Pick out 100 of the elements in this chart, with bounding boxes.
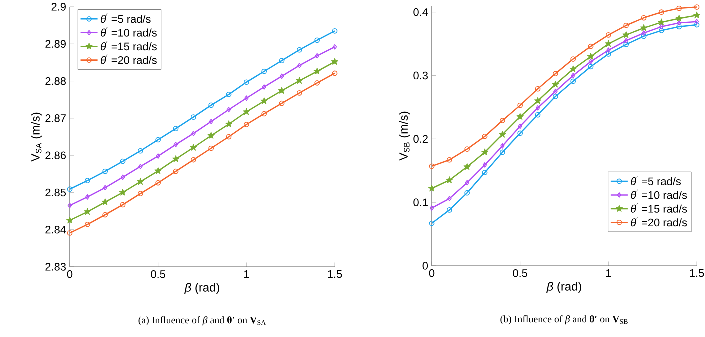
point xyxy=(190,114,196,120)
point xyxy=(677,20,682,26)
point xyxy=(552,71,558,77)
point xyxy=(279,100,285,106)
legend-label: θ$^{′}$ =20 rad/s xyxy=(631,217,688,227)
point xyxy=(428,184,436,192)
point xyxy=(552,80,560,88)
y-tick-label: 0.4 xyxy=(414,8,428,16)
legend-label: θ$^{′}$ =15 rad/s xyxy=(631,204,688,213)
point xyxy=(156,154,160,160)
point xyxy=(84,178,90,184)
point xyxy=(315,53,320,59)
point xyxy=(226,92,232,98)
point xyxy=(208,102,214,108)
point xyxy=(244,80,250,86)
text: (b) Influence of β and θ′ on V$_{SB}$ xyxy=(500,316,628,325)
point xyxy=(642,30,646,36)
point xyxy=(660,24,664,30)
point xyxy=(190,157,196,163)
point xyxy=(173,168,179,174)
point xyxy=(260,98,268,104)
point xyxy=(536,105,540,111)
point xyxy=(296,47,302,53)
point xyxy=(120,202,126,208)
text: (a) Influence of β and θ′ on V$_{SA}$ xyxy=(138,316,266,326)
point xyxy=(137,178,144,186)
point xyxy=(208,146,214,152)
point xyxy=(262,84,266,90)
point xyxy=(314,38,320,44)
point xyxy=(552,94,558,100)
point xyxy=(605,40,612,48)
point xyxy=(84,222,90,228)
y-tick-label: 2.84 xyxy=(46,226,66,234)
point xyxy=(138,191,144,197)
point xyxy=(103,185,108,191)
point xyxy=(606,32,612,38)
point xyxy=(624,22,630,28)
point xyxy=(500,118,506,124)
point xyxy=(446,157,452,163)
y-tick-label: 2.83 xyxy=(46,263,66,271)
x-tick-label: 0.5 xyxy=(513,270,528,278)
legend-label: θ$^{′}$ =5 rad/s xyxy=(631,176,682,186)
y-tick-label: 2.86 xyxy=(46,152,66,160)
point xyxy=(174,142,178,148)
point xyxy=(102,198,109,206)
point xyxy=(120,158,126,164)
point xyxy=(571,73,576,78)
legend-label: θ$^{′}$ =20 rad/s xyxy=(100,54,157,64)
point xyxy=(570,56,576,62)
point xyxy=(86,194,90,200)
point xyxy=(280,74,284,80)
point xyxy=(535,112,541,118)
point xyxy=(518,124,522,130)
point xyxy=(262,68,268,74)
point xyxy=(465,180,470,186)
point xyxy=(481,148,489,156)
point xyxy=(535,86,541,92)
point xyxy=(534,97,542,104)
x-tick-label: 0.5 xyxy=(151,270,166,278)
point xyxy=(226,134,232,140)
point xyxy=(588,64,594,70)
point xyxy=(208,132,215,140)
point xyxy=(641,15,647,21)
legend-label: θ$^{′}$ =5 rad/s xyxy=(100,14,151,24)
point xyxy=(518,102,524,108)
point xyxy=(500,150,506,156)
point xyxy=(641,34,647,40)
point xyxy=(209,119,214,124)
point xyxy=(243,108,250,116)
point xyxy=(658,10,664,16)
y-tick-label: 2.89 xyxy=(46,40,66,48)
point xyxy=(244,122,250,128)
point xyxy=(587,52,595,60)
point xyxy=(173,126,179,132)
point xyxy=(156,137,162,143)
point xyxy=(278,87,286,94)
y-tick-label: 0.2 xyxy=(414,135,428,144)
point xyxy=(516,113,524,120)
x-axis-title: β (rad) xyxy=(184,283,220,294)
point xyxy=(499,130,506,138)
point xyxy=(482,170,488,176)
x-tick-label: 0 xyxy=(429,270,435,278)
x-tick-label: 1 xyxy=(244,270,250,278)
point xyxy=(624,42,630,48)
point xyxy=(331,58,339,66)
point xyxy=(138,164,143,170)
point xyxy=(138,148,144,154)
point xyxy=(296,77,304,84)
point xyxy=(570,66,577,73)
point xyxy=(279,58,285,64)
point xyxy=(500,143,505,149)
point xyxy=(676,6,682,12)
legend-label: θ$^{′}$ =15 rad/s xyxy=(100,41,157,51)
y-tick-label: 2.88 xyxy=(46,77,66,86)
y-tick-label: 2.9 xyxy=(52,3,66,11)
point xyxy=(640,24,648,32)
point xyxy=(482,162,488,168)
x-tick-label: 1.5 xyxy=(690,270,704,278)
x-tick-label: 1 xyxy=(606,270,612,278)
point xyxy=(314,68,321,75)
